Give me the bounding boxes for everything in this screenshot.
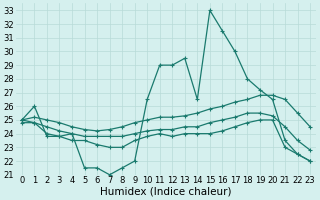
X-axis label: Humidex (Indice chaleur): Humidex (Indice chaleur) [100,187,232,197]
